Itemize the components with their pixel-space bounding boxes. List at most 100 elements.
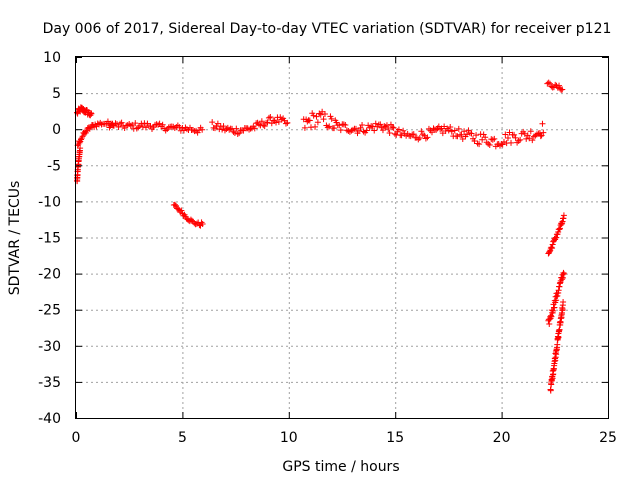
data-point [425, 125, 432, 132]
data-point [381, 123, 388, 130]
data-point [156, 120, 163, 127]
data-point [491, 135, 498, 142]
data-point [506, 129, 513, 136]
data-point [267, 113, 274, 120]
data-point [463, 131, 470, 138]
data-point [548, 313, 555, 320]
y-tick-label: 0 [52, 122, 61, 138]
data-point [359, 121, 366, 128]
data-segment [74, 104, 95, 119]
data-point [489, 136, 496, 143]
data-point [459, 135, 466, 142]
data-point [560, 212, 567, 219]
data-point [321, 111, 328, 118]
data-point [502, 131, 509, 138]
data-point [553, 234, 560, 241]
data-point [455, 125, 462, 132]
x-tick-label: 10 [280, 430, 298, 446]
data-point [385, 126, 392, 133]
data-segment [547, 299, 567, 394]
x-tick-label: 5 [178, 430, 187, 446]
data-point [523, 135, 530, 142]
data-point [132, 120, 139, 127]
data-point [559, 86, 566, 93]
data-point [209, 119, 216, 126]
data-point [548, 244, 555, 251]
data-point [340, 121, 347, 128]
data-segment [334, 120, 468, 143]
data-point [476, 141, 483, 148]
data-point [458, 131, 465, 138]
data-point [220, 123, 227, 130]
data-point [342, 122, 349, 129]
data-point [356, 127, 363, 134]
data-segment [170, 201, 206, 229]
data-point [331, 125, 338, 132]
data-point [306, 117, 313, 124]
data-point [560, 299, 567, 306]
data-point [546, 248, 553, 255]
data-point [548, 83, 555, 90]
data-point [118, 119, 125, 126]
data-point [479, 136, 486, 143]
data-point [178, 207, 185, 214]
data-point [540, 129, 547, 136]
data-point [372, 120, 379, 127]
data-point [251, 125, 258, 132]
x-axis-label: GPS time / hours [282, 459, 399, 475]
data-point [371, 127, 378, 134]
data-point [173, 202, 180, 209]
data-segment [104, 119, 206, 136]
data-point [560, 270, 567, 277]
data-point [320, 116, 327, 123]
data-point [418, 128, 425, 135]
data-point [313, 113, 320, 120]
data-point [106, 124, 113, 131]
data-point [246, 126, 253, 133]
data-point [545, 79, 552, 86]
data-point [176, 124, 183, 131]
data-point [555, 334, 562, 341]
data-point [389, 124, 396, 131]
data-point [256, 121, 263, 128]
axis-ticks: 0 5 10 15 20 25 -40 -35 -30 -25 -20 -15 -10 -5 0 5 10 [38, 50, 617, 446]
data-point [326, 123, 333, 130]
data-segment [300, 108, 340, 132]
data-point [447, 124, 454, 131]
data-point [419, 131, 426, 138]
data-point [301, 124, 308, 131]
y-tick-label: -5 [47, 158, 61, 174]
data-point [199, 220, 206, 227]
data-point [398, 132, 405, 139]
data-point [437, 126, 444, 133]
data-point [234, 131, 241, 138]
data-point [400, 127, 407, 134]
data-point [77, 145, 84, 152]
data-point [521, 130, 528, 137]
data-point [529, 137, 536, 144]
data-point [273, 119, 280, 126]
y-tick-label: -25 [38, 303, 61, 319]
plot-frame [75, 56, 609, 419]
data-point [129, 121, 136, 128]
x-tick-label: 20 [493, 430, 511, 446]
data-point [547, 387, 554, 394]
data-point [233, 125, 240, 132]
data-point [471, 137, 478, 144]
data-point [556, 226, 563, 233]
x-tick-label: 15 [386, 430, 404, 446]
data-point [310, 112, 317, 119]
chart-title: Day 006 of 2017, Sidereal Day-to-day VTE… [43, 21, 612, 37]
y-tick-label: -30 [38, 339, 61, 355]
data-point [473, 132, 480, 139]
data-point [383, 122, 390, 129]
data-point [390, 124, 397, 131]
grid [76, 57, 608, 418]
data-point [546, 249, 553, 256]
data-point [422, 135, 429, 142]
data-point [264, 119, 271, 126]
data-point [526, 135, 533, 142]
data-point [448, 128, 455, 135]
data-point [258, 118, 265, 125]
data-point [428, 129, 435, 136]
